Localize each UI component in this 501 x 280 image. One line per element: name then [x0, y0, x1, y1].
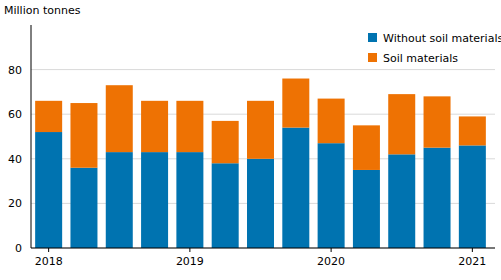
chart: 0 20 40 60 80 Million tonnes 2018 2019 2020 2021 W…	[0, 0, 501, 280]
x-tick	[331, 248, 332, 252]
y-tick-label: 80	[8, 64, 22, 77]
bar-segment	[35, 101, 62, 132]
bar-segment	[176, 101, 203, 152]
bar-segment	[282, 128, 309, 248]
y-tick-label: 0	[15, 242, 22, 255]
y-tick-label: 40	[8, 153, 22, 166]
x-tick-label: 2018	[35, 255, 63, 268]
x-tick-label: 2019	[176, 255, 204, 268]
bar-segment	[459, 145, 486, 248]
bar-segment	[353, 125, 380, 170]
x-tick	[472, 248, 473, 252]
bar-segment	[282, 79, 309, 128]
grid-line	[31, 69, 495, 70]
bar-segment	[424, 96, 451, 147]
bar-segment	[247, 159, 274, 248]
x-tick-label: 2021	[458, 255, 486, 268]
bar-segment	[424, 148, 451, 248]
bar-segment	[141, 152, 168, 248]
x-tick	[189, 248, 190, 252]
bar-segment	[459, 116, 486, 145]
legend-swatch	[368, 33, 377, 42]
bar-segment	[35, 132, 62, 248]
bar-segment	[176, 152, 203, 248]
y-tick-label: 60	[8, 108, 22, 121]
x-tick	[48, 248, 49, 252]
bar-segment	[212, 121, 239, 163]
bar-segment	[318, 143, 345, 248]
x-axis	[31, 248, 495, 249]
bar-segment	[318, 99, 345, 144]
y-tick-label: 20	[8, 197, 22, 210]
legend-label: Soil materials	[383, 52, 458, 65]
bar-segment	[106, 85, 133, 152]
grid-line	[31, 248, 495, 249]
bar-segment	[141, 101, 168, 152]
legend-label: Without soil materials	[383, 32, 501, 45]
bar-segment	[70, 168, 97, 248]
bars	[35, 79, 486, 248]
y-axis	[31, 25, 32, 248]
y-axis-title: Million tonnes	[4, 4, 81, 17]
bar-segment	[353, 170, 380, 248]
bar-segment	[388, 154, 415, 248]
bar-segment	[70, 103, 97, 168]
x-tick-label: 2020	[317, 255, 345, 268]
bar-segment	[247, 101, 274, 159]
bar-segment	[388, 94, 415, 154]
legend-swatch	[368, 53, 377, 62]
bar-segment	[106, 152, 133, 248]
bar-segment	[212, 163, 239, 248]
